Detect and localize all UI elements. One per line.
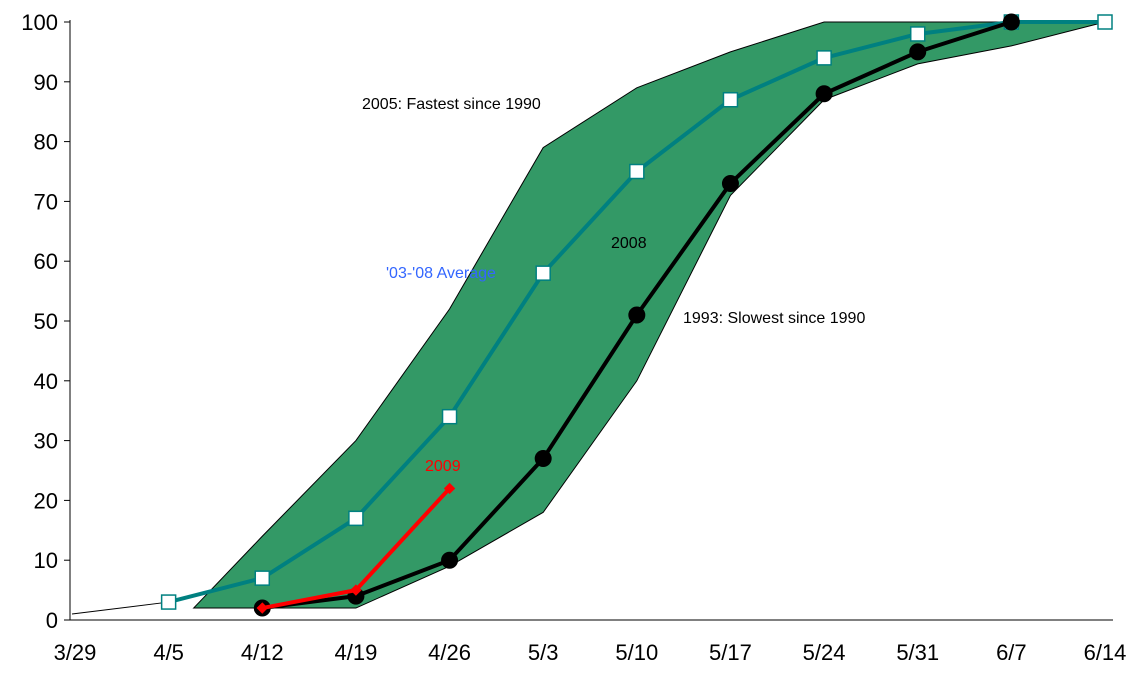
average-point xyxy=(535,265,551,281)
x-tick-label: 4/26 xyxy=(428,640,471,665)
x-tick-label: 5/31 xyxy=(896,640,939,665)
y-tick-label: 20 xyxy=(34,488,58,513)
point-2008 xyxy=(909,43,927,61)
axes-layer: 0 10 20 30 40 50 60 70 80 90 100 3/29 4/5 4/12 4/19 4/2… xyxy=(21,10,1126,665)
x-tick-label: 6/7 xyxy=(996,640,1027,665)
point-2008 xyxy=(628,306,646,324)
average-point xyxy=(254,570,271,586)
y-tick-label: 40 xyxy=(34,369,58,394)
annotation-slowest-1993: 1993: Slowest since 1990 xyxy=(683,310,865,327)
x-tick-label: 5/17 xyxy=(709,640,752,665)
average-point xyxy=(816,50,832,66)
lead-in-line xyxy=(71,601,169,615)
y-tick-label: 30 xyxy=(34,429,58,454)
x-tick-label: 3/29 xyxy=(54,640,97,665)
x-tick-label: 6/14 xyxy=(1084,640,1127,665)
annotation-layer: 2005: Fastest since 1990 1993: Slowest si… xyxy=(362,96,865,475)
y-tick-label: 70 xyxy=(34,189,58,214)
point-2008 xyxy=(721,174,739,192)
y-tick-label: 0 xyxy=(46,608,58,633)
point-2009 xyxy=(350,584,362,596)
point-2008 xyxy=(1002,13,1020,31)
y-tick-label: 10 xyxy=(34,548,58,573)
series-layer xyxy=(71,13,1113,617)
x-tick-label: 4/5 xyxy=(153,640,184,665)
point-2008 xyxy=(441,551,459,569)
y-tick-label: 100 xyxy=(21,10,58,35)
annotation-average: '03-'08 Average xyxy=(386,265,496,282)
average-point xyxy=(629,163,645,180)
x-tick-label: 5/24 xyxy=(803,640,846,665)
point-2008 xyxy=(815,85,833,103)
point-2009 xyxy=(256,602,268,614)
annotation-2009: 2009 xyxy=(425,458,461,475)
annotation-2008: 2008 xyxy=(611,235,647,252)
x-tick-label: 4/12 xyxy=(241,640,284,665)
average-point xyxy=(722,91,739,108)
average-point xyxy=(909,26,926,42)
average-point xyxy=(160,594,177,610)
y-tick-label: 90 xyxy=(34,70,58,95)
y-tick-label: 80 xyxy=(34,130,58,155)
annotation-fastest-2005: 2005: Fastest since 1990 xyxy=(362,96,541,113)
x-tick-label: 4/19 xyxy=(334,640,377,665)
y-tick-label: 50 xyxy=(34,309,58,334)
average-point xyxy=(348,510,364,527)
x-tick-label: 5/10 xyxy=(615,640,658,665)
average-point xyxy=(1097,14,1113,30)
point-2009 xyxy=(443,482,456,495)
range-band-layer xyxy=(192,21,1106,609)
range-band-area xyxy=(192,21,1106,609)
x-tick-label: 5/3 xyxy=(528,640,559,665)
average-point xyxy=(441,408,458,425)
point-2008 xyxy=(534,450,552,468)
y-tick-label: 60 xyxy=(34,249,58,274)
